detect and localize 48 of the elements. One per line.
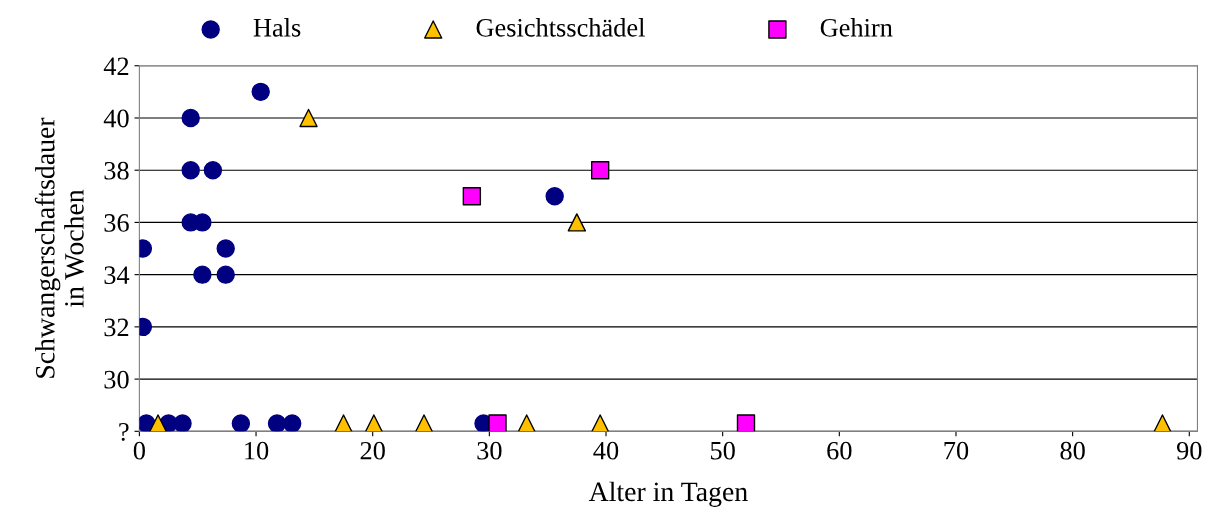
y-tick-label: 36 xyxy=(104,214,129,232)
point xyxy=(334,414,353,432)
legend-label: Gesichtsschädel xyxy=(476,18,645,37)
point xyxy=(251,82,270,102)
point xyxy=(364,414,384,432)
point xyxy=(590,414,610,432)
y-tick-label: 34 xyxy=(104,266,130,285)
point xyxy=(1153,414,1172,432)
y-tick-label: 42 xyxy=(103,57,129,75)
point xyxy=(181,160,200,180)
x-tick-label: 50 xyxy=(711,441,735,460)
x-tick-label: 0 xyxy=(133,441,145,460)
point xyxy=(173,414,192,432)
y-axis-title: Schwangerschaftsdauer in Wochen xyxy=(34,117,84,378)
x-tick-label: 80 xyxy=(1060,441,1085,460)
point xyxy=(203,160,223,180)
point xyxy=(282,414,302,432)
point xyxy=(181,108,200,128)
point xyxy=(231,414,251,432)
y-tick-label: ? xyxy=(119,423,129,441)
point xyxy=(216,239,235,258)
y-tick-label: 30 xyxy=(104,370,129,389)
point xyxy=(193,265,212,284)
point xyxy=(148,414,168,432)
x-tick-label: 60 xyxy=(827,441,852,460)
x-tick-label: 20 xyxy=(360,441,385,460)
legend-label: Gehirn xyxy=(820,18,893,37)
legend-label: Hals xyxy=(253,18,301,37)
y-tick-label: 38 xyxy=(104,161,129,180)
x-axis-title: Alter in Tagen xyxy=(588,481,748,507)
point xyxy=(567,213,587,232)
point xyxy=(545,187,564,206)
x-tick-label: 30 xyxy=(477,441,502,460)
point xyxy=(517,414,536,432)
point xyxy=(299,108,318,128)
y-tick-label: 40 xyxy=(103,109,129,128)
point xyxy=(590,160,610,180)
point xyxy=(414,414,434,432)
x-tick-label: 90 xyxy=(1176,441,1202,460)
point xyxy=(267,414,287,432)
point xyxy=(736,414,756,432)
point xyxy=(216,265,235,284)
x-tick-label: 10 xyxy=(245,441,269,460)
point xyxy=(488,414,507,432)
y-tick-label: 32 xyxy=(104,318,129,337)
x-tick-label: 70 xyxy=(944,441,969,460)
point xyxy=(462,187,482,206)
x-tick-label: 40 xyxy=(593,441,619,460)
